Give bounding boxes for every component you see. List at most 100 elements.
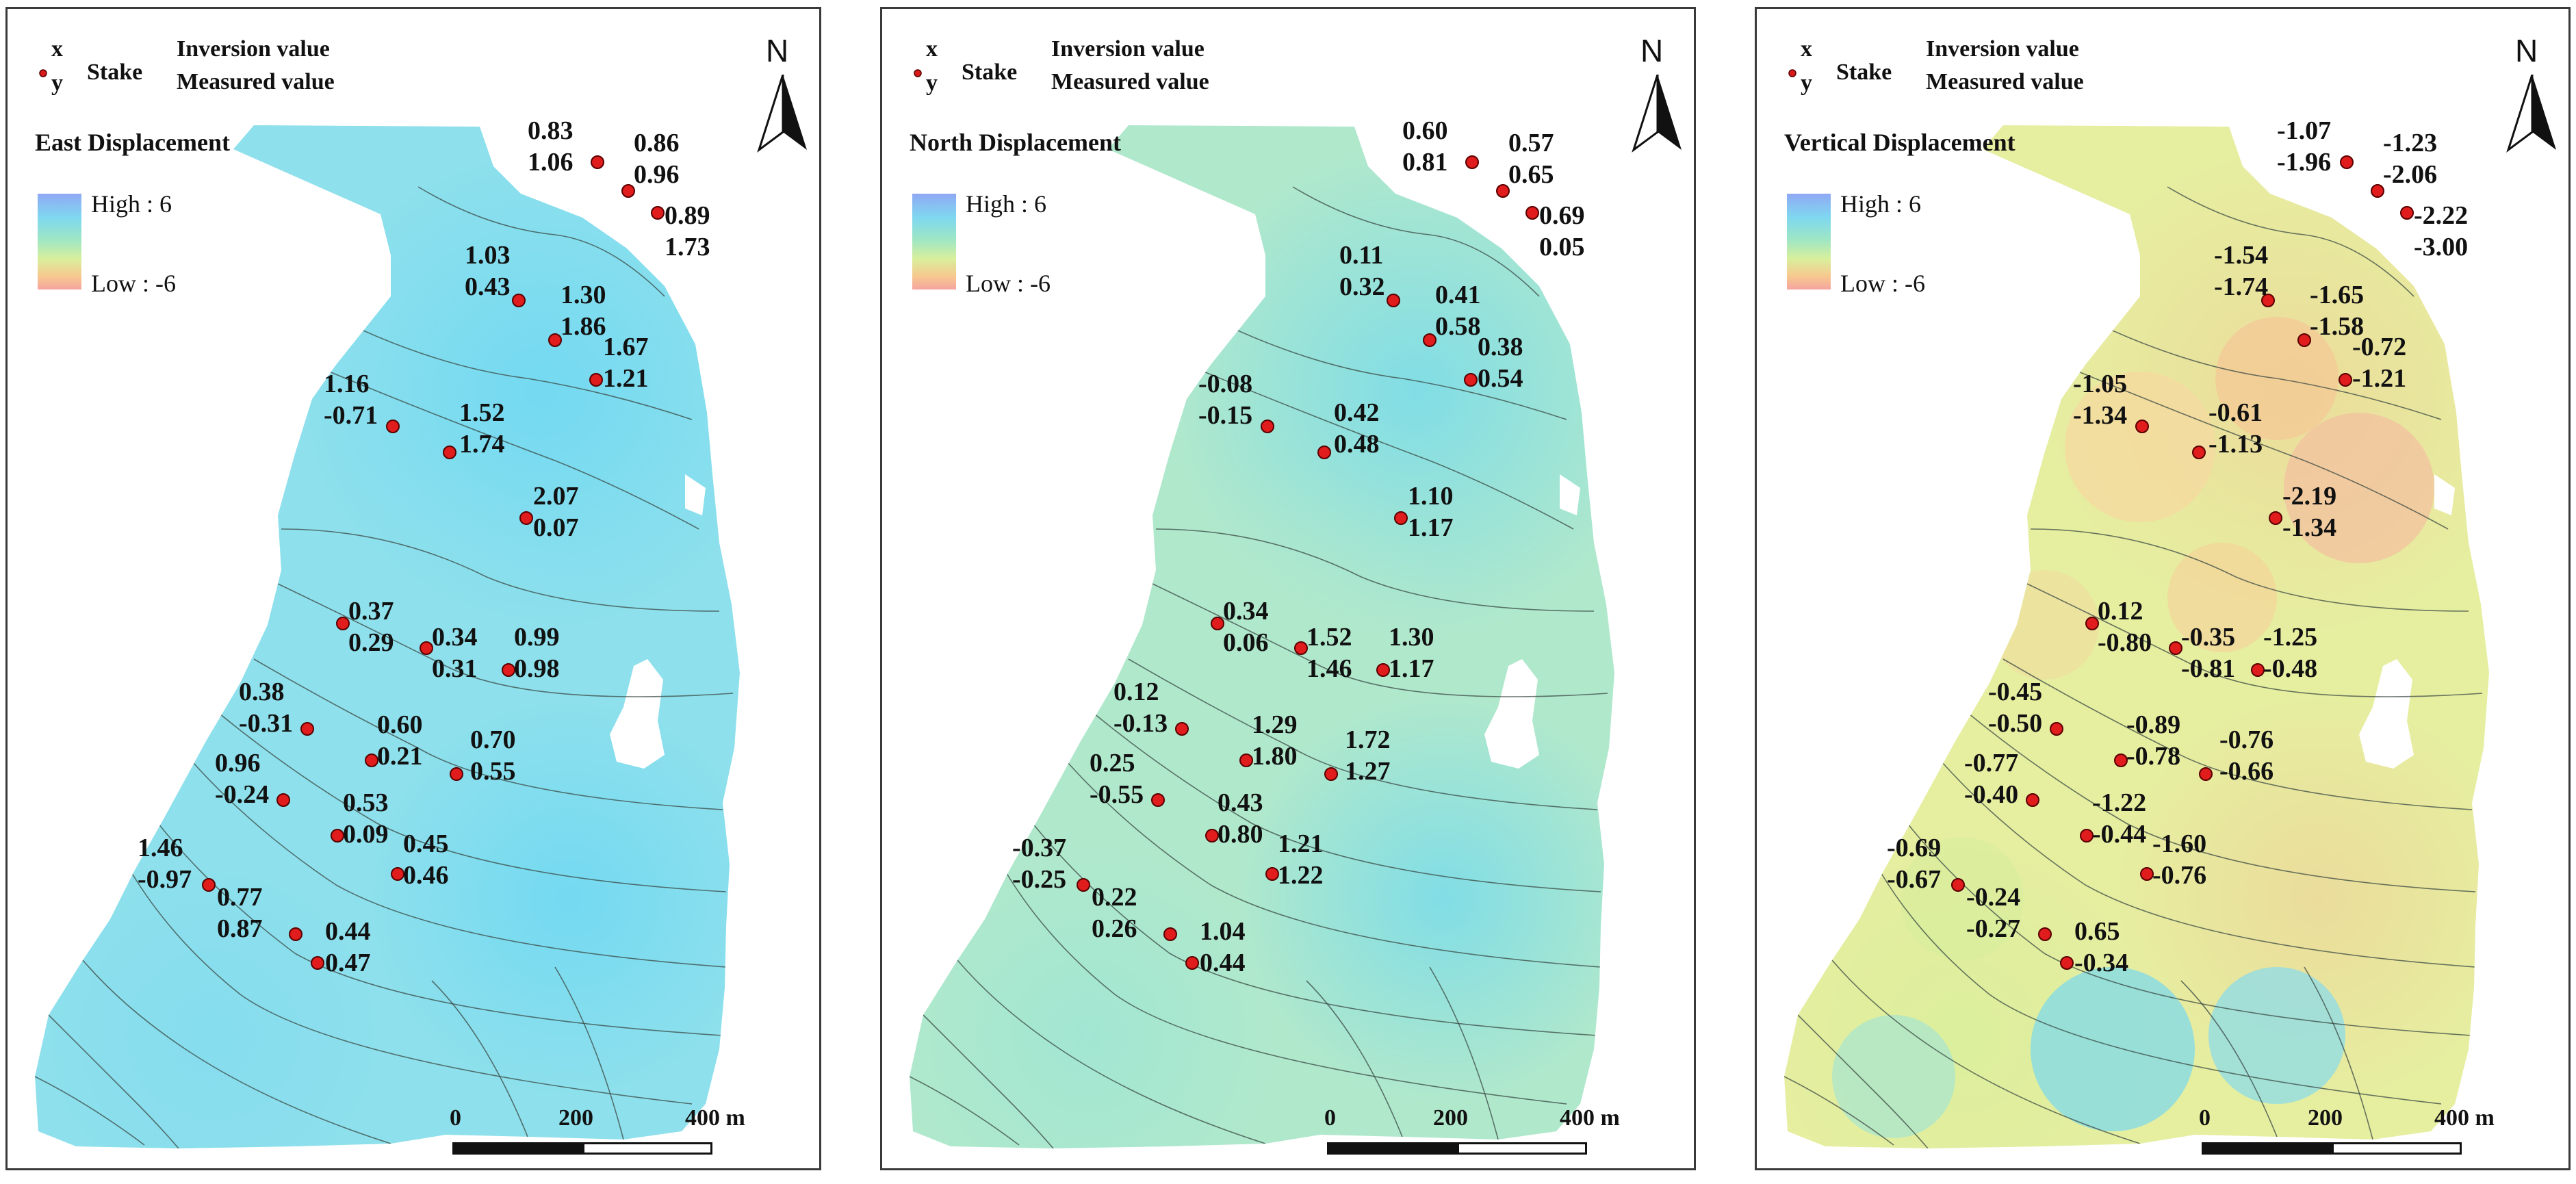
contour-line-1 (2044, 296, 2442, 420)
stake-inversion-value: 1.52 (459, 398, 505, 427)
contour-line-9 (130, 871, 693, 1105)
stake-measured-value: 0.43 (465, 272, 511, 301)
stake-inversion-value: -0.76 (2219, 725, 2274, 754)
contour-line-0 (2167, 186, 2414, 297)
stake-inversion-value: -1.05 (2073, 370, 2127, 398)
legend-inversion-label: Inversion value (1051, 36, 1205, 62)
stake-21: 0.44 0.47 (311, 917, 371, 977)
colorbar-high-label: High : 6 (91, 190, 172, 218)
stake-dot-icon (2140, 867, 2154, 881)
stake-inversion-value: 0.96 (215, 749, 261, 777)
stake-measured-value: 0.54 (1478, 364, 1523, 393)
stake-measured-value: -3.00 (2414, 233, 2468, 261)
raster-patch-4 (2167, 543, 2277, 652)
stake-11: -0.35-0.81 (2169, 623, 2235, 683)
contour-line-10 (82, 960, 391, 1144)
stake-measured-value: 1.17 (1389, 654, 1434, 683)
colorbar-high-label: High : 6 (1840, 190, 1922, 218)
stake-dot-icon (450, 767, 463, 781)
stake-dot-icon (2261, 294, 2275, 307)
raster-nodata-hole-0 (2359, 659, 2414, 769)
contour-line-8 (1032, 823, 1598, 1036)
stake-inversion-value: 0.53 (343, 788, 389, 817)
north-label: N (2515, 33, 2538, 68)
stake-measured-value: 0.44 (1200, 949, 1246, 977)
stake-measured-value: -0.78 (2126, 742, 2180, 771)
stake-measured-value: 0.07 (533, 513, 579, 542)
stake-14: -0.89 -0.78 (2114, 710, 2180, 771)
stake-dot-icon (2060, 956, 2074, 970)
contour-line-7 (1941, 761, 2476, 968)
stake-dot-icon (1387, 294, 1400, 307)
stake-inversion-value: 0.77 (217, 883, 263, 912)
stake-measured-value: 0.87 (217, 914, 263, 943)
contour-line-8 (157, 823, 723, 1036)
stake-dot-icon (2050, 722, 2063, 736)
panel-title: North Displacement (910, 129, 1121, 156)
map-canvas: 0.83 1.06 0.86 0.96 0.89 1.73 1.030.43 1.30 1.86… (35, 116, 740, 1148)
stake-measured-value: -0.76 (2152, 861, 2206, 890)
stake-20: 0.220.26 (1092, 883, 1177, 943)
stake-measured-value: 0.65 (1508, 160, 1554, 189)
contour-line-12 (35, 1076, 145, 1146)
contour-line-2 (2078, 371, 2449, 530)
raster-nodata-hole-0 (610, 659, 665, 769)
stake-measured-value: 0.29 (348, 628, 394, 657)
stake-2: 0.86 0.96 (621, 129, 680, 198)
stake-inversion-value: -1.23 (2383, 129, 2437, 157)
raster-patch-6 (2031, 967, 2195, 1131)
stake-measured-value: 0.21 (377, 742, 423, 771)
stake-measured-value: -1.34 (2073, 401, 2127, 430)
scale-tick-200: 200 (2308, 1105, 2343, 1131)
map-panel-2: 0.60 0.81 0.57 0.65 0.69 0.05 0.11 0.32 0.41 0.58… (880, 7, 1696, 1170)
stake-measured-value: 0.09 (343, 820, 389, 849)
stake-measured-value: -1.13 (2208, 430, 2263, 459)
stake-20: -0.24-0.27 (1966, 883, 2052, 943)
stake-inversion-value: -0.72 (2352, 333, 2406, 361)
colorbar-low-label: Low : -6 (1840, 270, 1925, 297)
stake-dot-icon (1464, 373, 1478, 387)
stake-dot-icon (2400, 206, 2414, 220)
stake-7: -1.05 -1.34 (2073, 370, 2149, 433)
stake-dot-icon (202, 878, 216, 892)
stake-3: 0.69 0.05 (1525, 201, 1585, 261)
stake-dot-icon (365, 754, 378, 767)
stake-measured-value: 0.47 (325, 949, 371, 977)
stake-dot-icon (2085, 617, 2099, 630)
stake-dot-icon (1394, 511, 1408, 525)
stake-inversion-value: 0.99 (514, 623, 560, 652)
stake-measured-value: 1.22 (1278, 861, 1324, 890)
stake-19: 1.46 -0.97 (138, 834, 216, 894)
north-arrow: N (1627, 32, 1688, 162)
stake-measured-value: 0.26 (1092, 914, 1137, 943)
stake-inversion-value: -1.25 (2263, 623, 2317, 652)
stake-6: -0.72 -1.21 (2339, 333, 2406, 393)
stake-dot-icon (2251, 663, 2265, 677)
contour-line-11 (1797, 1014, 1929, 1148)
contour-line-8 (1907, 823, 2473, 1036)
legend-stake-dot-icon (39, 69, 47, 77)
stake-inversion-value: 2.07 (533, 482, 579, 511)
stake-dot-icon (443, 446, 456, 459)
stake-inversion-value: -0.61 (2208, 398, 2263, 427)
stake-dot-icon (1423, 333, 1437, 347)
stake-inversion-value: 0.60 (1402, 116, 1448, 145)
contour-line-3 (281, 528, 720, 612)
stake-inversion-value: 0.44 (325, 917, 371, 946)
raster-tint-2 (910, 844, 1279, 1148)
colorbar-low-label: Low : -6 (91, 270, 176, 297)
stake-dot-icon (502, 663, 515, 677)
stake-dot-icon (2297, 333, 2311, 347)
scale-tick-400: 400 m (2434, 1105, 2495, 1131)
stake-measured-value: -0.48 (2263, 654, 2317, 683)
raster-tint-2 (35, 844, 404, 1148)
stake-inversion-value: -2.22 (2414, 201, 2468, 230)
stake-measured-value: 0.06 (1223, 628, 1269, 657)
stake-dot-icon (1185, 956, 1199, 970)
scale-tick-0: 0 (1324, 1105, 1336, 1131)
scale-tick-200: 200 (1433, 1105, 1468, 1131)
contour-line-4 (1152, 583, 1608, 697)
stake-measured-value: -0.44 (2092, 820, 2146, 849)
stake-measured-value: -0.24 (215, 780, 269, 809)
raster-tint-3 (1238, 693, 1614, 1104)
